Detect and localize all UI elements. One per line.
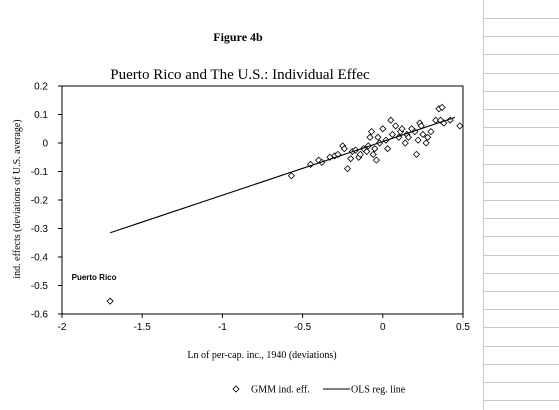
annotations: Puerto Rico <box>72 273 117 282</box>
gmm-point <box>366 133 374 141</box>
gmm-point <box>398 125 406 133</box>
y-tick-label: -0.5 <box>31 281 49 292</box>
y-tick-label: -0.1 <box>31 167 49 178</box>
gmm-point <box>372 156 380 164</box>
gmm-point <box>340 145 348 153</box>
gmm-point <box>356 150 364 158</box>
y-tick-label: -0.2 <box>31 196 49 207</box>
x-tick-label: -0.5 <box>294 322 312 333</box>
gmm-point <box>427 128 435 136</box>
gmm-point <box>422 139 430 147</box>
gmm-point <box>363 147 371 156</box>
gmm-point <box>384 145 392 153</box>
gmm-point <box>414 136 422 144</box>
gmm-point <box>343 165 352 173</box>
gmm-point <box>456 122 464 130</box>
legend-marker-gmm <box>232 385 240 393</box>
x-tick-label: -2 <box>58 322 67 333</box>
x-axis-ticks: -2 -1.5 -1 -0.5 0 0.5 <box>58 314 470 333</box>
legend: GMM ind. eff. OLS reg. line <box>232 385 406 396</box>
plot-border <box>61 85 464 315</box>
x-axis-label: Ln of per-cap. inc., 1940 (deviations) <box>187 350 336 361</box>
gmm-point <box>404 133 413 141</box>
gmm-point <box>371 145 379 153</box>
gmm-point <box>401 139 409 147</box>
x-tick-label: -1.5 <box>134 322 152 333</box>
series-layer <box>106 103 464 305</box>
y-axis-ticks: 0.2 0.1 0 -0.1 -0.2 -0.3 -0.4 -0.5 -0.6 <box>31 82 62 321</box>
figure-label: Figure 4b <box>213 30 263 44</box>
gmm-point <box>379 125 387 133</box>
gmm-point <box>388 130 396 139</box>
y-tick-label: -0.3 <box>31 224 49 235</box>
legend-label-gmm: GMM ind. eff. <box>251 385 310 396</box>
chart-title: Puerto Rico and The U.S.: Individual Eff… <box>110 67 370 83</box>
y-tick-label: 0 <box>42 139 48 150</box>
gmm-point <box>287 172 295 180</box>
y-tick-label: 0.2 <box>34 82 48 93</box>
gmm-point <box>419 130 427 139</box>
gmm-point <box>387 116 395 124</box>
gmm-point <box>438 103 446 111</box>
ols-regression-line <box>109 116 456 234</box>
y-axis-label: ind. effects (deviations of U.S. average… <box>12 119 23 278</box>
x-tick-label: -1 <box>218 322 227 333</box>
gmm-point <box>106 297 114 305</box>
x-tick-label: 0.5 <box>456 322 470 333</box>
y-tick-label: -0.4 <box>31 253 49 264</box>
y-tick-label: -0.6 <box>31 310 49 321</box>
gmm-point <box>424 133 432 141</box>
gmm-point <box>347 155 355 163</box>
annotation-puerto-rico: Puerto Rico <box>72 273 117 282</box>
x-tick-label: 0 <box>380 322 386 333</box>
gmm-point <box>368 128 376 136</box>
worksheet-area <box>483 0 484 410</box>
y-tick-label: 0.1 <box>34 110 48 121</box>
spreadsheet-gridlines <box>483 0 559 410</box>
gmm-point <box>374 133 382 141</box>
gmm-point <box>392 122 400 130</box>
gmm-point <box>369 150 377 158</box>
legend-label-ols: OLS reg. line <box>351 385 406 396</box>
plot-area <box>61 85 464 315</box>
gmm-point <box>432 116 440 124</box>
gmm-point <box>412 150 421 158</box>
